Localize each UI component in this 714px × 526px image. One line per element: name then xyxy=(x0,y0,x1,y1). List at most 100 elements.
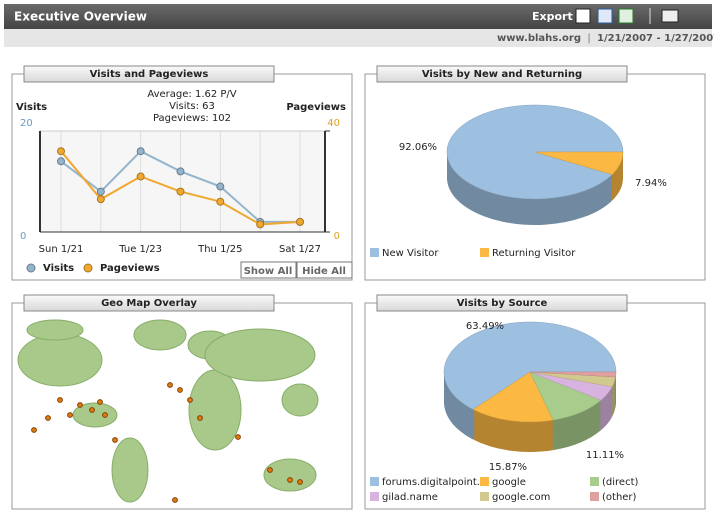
map-land xyxy=(204,328,316,382)
map-land xyxy=(111,437,149,503)
y-tick-label: 20 xyxy=(20,118,33,129)
y-tick-label: 0 xyxy=(20,231,26,242)
data-point xyxy=(57,157,65,166)
y-axis-title: Visits xyxy=(16,102,47,113)
legend-marker xyxy=(83,263,93,273)
map-land xyxy=(26,319,84,341)
map-city-dot xyxy=(177,387,183,393)
legend-swatch xyxy=(480,492,489,501)
pie-slice xyxy=(529,371,617,378)
x-tick-label: Thu 1/25 xyxy=(197,244,242,255)
legend-label[interactable]: New Visitor xyxy=(382,248,439,259)
data-point xyxy=(296,217,304,226)
page-title: Executive Overview xyxy=(14,10,147,24)
legend-swatch xyxy=(590,477,599,486)
legend-label[interactable]: forums.digitalpoint. xyxy=(382,477,480,488)
map-city-dot xyxy=(97,399,103,405)
map-city-dot xyxy=(57,397,63,403)
export-xml-icon[interactable] xyxy=(597,8,613,24)
print-icon[interactable] xyxy=(661,9,679,23)
legend-marker xyxy=(26,263,36,273)
map-city-dot xyxy=(89,407,95,413)
summary-stat: Visits: 63 xyxy=(169,101,215,112)
pie-value-label: 7.94% xyxy=(635,178,667,189)
summary-stat: Pageviews: 102 xyxy=(153,113,231,124)
map-city-dot xyxy=(187,397,193,403)
y2-tick-label: 0 xyxy=(334,231,340,242)
map-city-dot xyxy=(235,434,241,440)
toggle-button-label[interactable]: Show All xyxy=(244,266,293,277)
map-land xyxy=(133,319,187,351)
toggle-button[interactable] xyxy=(240,261,297,279)
x-tick-label: Tue 1/23 xyxy=(118,244,162,255)
separator-text: | xyxy=(587,33,590,44)
y2-tick-label: 40 xyxy=(327,118,340,129)
pie-value-label: 11.11% xyxy=(586,450,624,461)
summary-stat: Average: 1.62 P/V xyxy=(147,89,236,100)
legend-label[interactable]: gilad.name xyxy=(382,492,438,503)
map-city-dot xyxy=(287,477,293,483)
map-city-dot xyxy=(67,412,73,418)
pie-value-label: 92.06% xyxy=(399,142,437,153)
map-city-dot xyxy=(45,415,51,421)
date-range: 1/21/2007 - 1/27/2007 xyxy=(597,33,714,44)
legend-label[interactable]: Pageviews xyxy=(100,263,160,274)
data-point xyxy=(96,195,105,204)
map-city-dot xyxy=(112,437,118,443)
data-point xyxy=(176,187,185,196)
panel-tab xyxy=(23,65,275,83)
toggle-button-label[interactable]: Hide All xyxy=(302,266,346,277)
pie-slice xyxy=(472,371,554,423)
data-point xyxy=(96,187,105,196)
map-city-dot xyxy=(172,497,178,503)
map-city-dot xyxy=(77,402,83,408)
panel-title: Visits and Pageviews xyxy=(90,69,209,80)
panel-title: Geo Map Overlay xyxy=(101,298,197,309)
legend-swatch xyxy=(590,492,599,501)
map-land xyxy=(263,458,317,492)
legend-swatch xyxy=(480,477,489,486)
data-point xyxy=(256,220,265,229)
y2-axis-title: Pageviews xyxy=(286,102,346,113)
map-land xyxy=(72,402,118,428)
data-point xyxy=(136,172,145,181)
legend-label[interactable]: (direct) xyxy=(602,477,638,488)
toggle-button[interactable] xyxy=(296,261,353,279)
data-point xyxy=(176,167,185,176)
export-csv-icon[interactable] xyxy=(618,8,634,24)
x-tick-label: Sun 1/21 xyxy=(39,244,84,255)
legend-label[interactable]: google xyxy=(492,477,526,488)
pie-slice xyxy=(534,151,624,175)
pie-slice xyxy=(443,321,617,410)
site-name: www.blahs.org xyxy=(497,33,581,44)
map-city-dot xyxy=(297,479,303,485)
map-city-dot xyxy=(102,412,108,418)
legend-label[interactable]: Returning Visitor xyxy=(492,248,576,259)
export-label: Export xyxy=(532,10,573,23)
legend-swatch xyxy=(370,477,379,486)
legend-swatch xyxy=(370,492,379,501)
data-point xyxy=(136,147,145,156)
legend-label[interactable]: (other) xyxy=(602,492,637,503)
map-city-dot xyxy=(167,382,173,388)
legend-swatch xyxy=(370,248,379,257)
pie-value-label: 63.49% xyxy=(466,321,504,332)
panel-tab xyxy=(23,294,275,312)
data-point xyxy=(216,197,225,206)
map-land xyxy=(188,369,242,451)
subheader-bar xyxy=(4,29,712,47)
plot-area xyxy=(40,131,325,232)
pie-value-label: 15.87% xyxy=(489,462,527,473)
data-point xyxy=(216,182,225,191)
map-land xyxy=(281,383,319,417)
map-land xyxy=(17,333,103,387)
panel-tab xyxy=(376,65,628,83)
export-text-icon[interactable] xyxy=(575,8,591,24)
legend-label[interactable]: Visits xyxy=(43,263,74,274)
map-city-dot xyxy=(197,415,203,421)
legend-label[interactable]: google.com xyxy=(492,492,550,503)
panel-title: Visits by Source xyxy=(457,298,548,309)
map-city-dot xyxy=(267,467,273,473)
